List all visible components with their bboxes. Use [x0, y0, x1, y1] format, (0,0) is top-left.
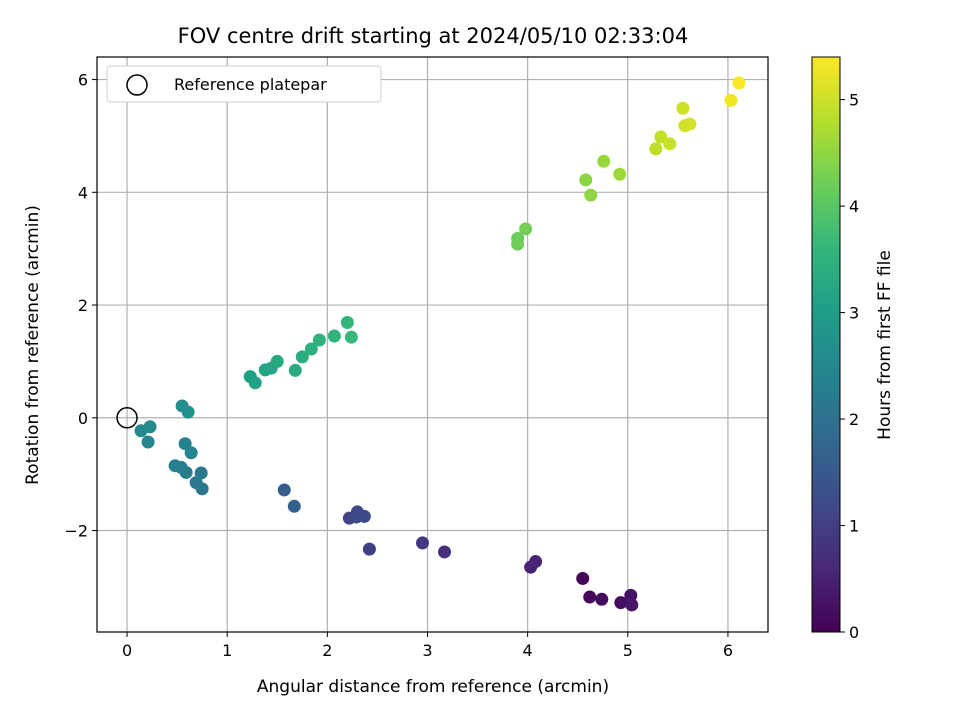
x-axis-ticks: 0 1 2 3 4 5 6	[122, 632, 733, 660]
data-point	[184, 446, 198, 460]
colorbar-label: Hours from first FF file	[875, 250, 895, 440]
data-point	[683, 117, 697, 131]
data-points	[134, 76, 746, 612]
data-point	[362, 542, 376, 556]
data-point	[613, 167, 627, 181]
colorbar-tick-label: 4	[849, 197, 859, 216]
colorbar-tick-label: 5	[849, 91, 859, 110]
y-tick-label: −2	[64, 522, 88, 541]
x-tick-label: 3	[422, 641, 432, 660]
y-tick-label: 0	[78, 409, 88, 428]
x-tick-label: 0	[122, 641, 132, 660]
data-point	[141, 435, 155, 449]
x-tick-label: 1	[222, 641, 232, 660]
legend-marker	[126, 74, 148, 96]
plot-frame	[96, 56, 769, 633]
chart-title: FOV centre drift starting at 2024/05/10 …	[178, 24, 689, 48]
x-tick-label: 5	[623, 641, 633, 660]
x-tick-label: 6	[723, 641, 733, 660]
data-point	[624, 588, 638, 602]
y-axis-label: Rotation from reference (arcmin)	[23, 205, 43, 485]
data-point	[625, 598, 639, 612]
data-point	[415, 536, 429, 550]
data-point	[724, 93, 738, 107]
data-point	[732, 76, 746, 90]
data-point	[597, 154, 611, 168]
y-tick-label: 2	[78, 296, 88, 315]
data-point	[168, 459, 182, 473]
data-point	[312, 333, 326, 347]
data-point	[277, 483, 291, 497]
colorbar-gradient	[812, 57, 840, 632]
data-point	[248, 376, 262, 390]
data-point	[189, 476, 203, 490]
data-point	[595, 592, 609, 606]
data-point	[649, 142, 663, 156]
x-tick-label: 4	[523, 641, 533, 660]
data-point	[287, 499, 301, 513]
colorbar: 0 1 2 3 4 5 Hours from first FF file	[811, 56, 895, 642]
data-point	[519, 222, 533, 236]
data-point	[340, 316, 354, 330]
data-point	[194, 466, 208, 480]
colorbar-tick-label: 2	[849, 410, 859, 429]
data-point	[614, 596, 628, 610]
data-point	[676, 101, 690, 115]
colorbar-ticks: 0 1 2 3 4 5	[840, 91, 859, 642]
data-point	[576, 571, 590, 585]
legend: Reference platepar	[106, 65, 382, 103]
data-point	[529, 555, 543, 569]
data-point	[654, 130, 668, 144]
y-tick-label: 4	[78, 183, 88, 202]
legend-entry-reference: Reference platepar	[174, 75, 327, 94]
y-axis-ticks: −2 0 2 4 6	[64, 71, 97, 541]
data-point	[270, 354, 284, 368]
data-point	[344, 330, 358, 344]
x-axis-label: Angular distance from reference (arcmin)	[257, 677, 609, 697]
colorbar-tick-label: 3	[849, 304, 859, 323]
data-point	[584, 188, 598, 202]
colorbar-tick-label: 0	[849, 623, 859, 642]
data-point	[511, 237, 525, 251]
data-point	[304, 342, 318, 356]
data-point	[181, 405, 195, 419]
reference-platepar-marker	[116, 407, 138, 429]
data-point	[288, 363, 302, 377]
data-point	[295, 350, 309, 364]
x-tick-label: 2	[322, 641, 332, 660]
y-tick-label: 6	[78, 71, 88, 90]
data-point	[357, 509, 371, 523]
data-point	[663, 137, 677, 151]
data-point	[583, 590, 597, 604]
data-point	[438, 545, 452, 559]
data-point	[143, 420, 157, 434]
colorbar-frame	[811, 56, 841, 633]
data-point	[327, 329, 341, 343]
colorbar-tick-label: 1	[849, 517, 859, 536]
legend-box	[106, 65, 382, 103]
data-point	[579, 173, 593, 187]
